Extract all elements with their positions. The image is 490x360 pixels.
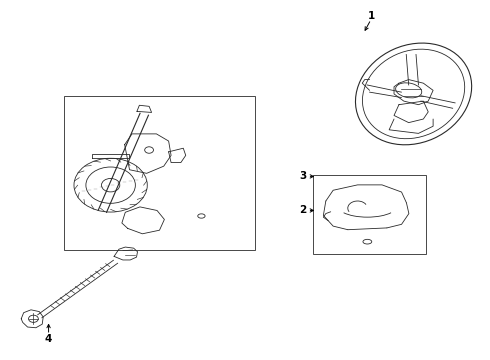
Text: 3: 3 [299,171,306,181]
Text: 4: 4 [45,333,52,343]
Bar [314,175,426,253]
Text: 1: 1 [368,11,375,21]
Text: 2: 2 [299,206,306,216]
Bar [64,96,255,250]
